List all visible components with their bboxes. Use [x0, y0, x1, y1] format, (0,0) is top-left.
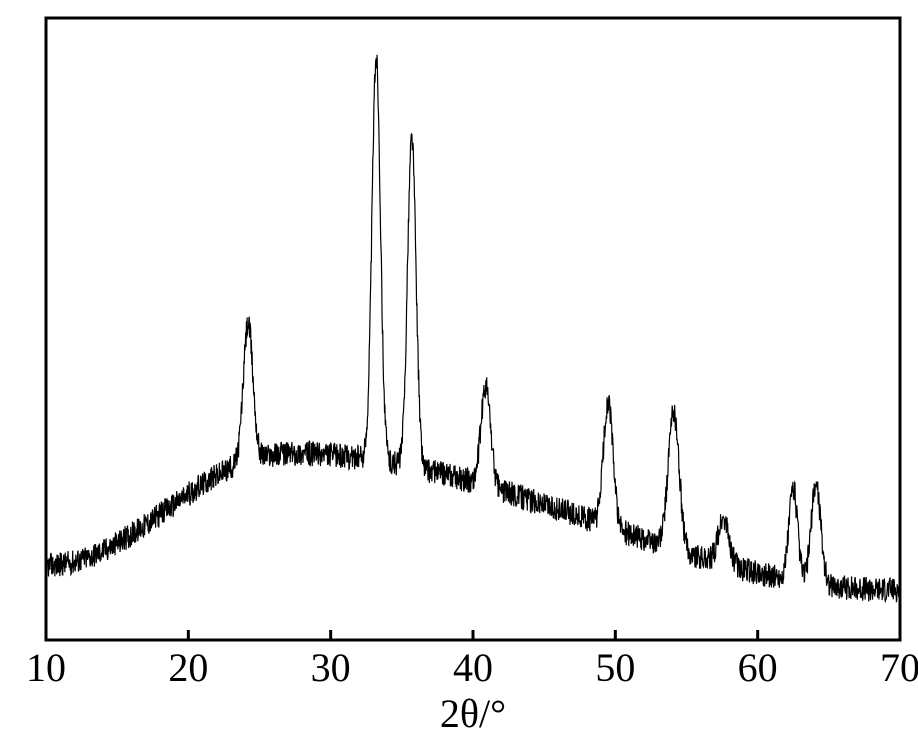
xrd-figure: 10 20 30 40 50 60 70 2θ/°	[0, 0, 918, 754]
xaxis-label: 2θ/°	[373, 690, 573, 737]
xaxis-tick-label: 40	[433, 644, 513, 691]
xaxis-tick-label: 30	[291, 644, 371, 691]
xrd-plot-svg	[0, 0, 918, 754]
xaxis-tick-label: 10	[6, 644, 86, 691]
xaxis-tick-label: 20	[148, 644, 228, 691]
xaxis-tick-label: 50	[575, 644, 655, 691]
xaxis-tick-label: 60	[718, 644, 798, 691]
xaxis-tick-label: 70	[860, 644, 918, 691]
